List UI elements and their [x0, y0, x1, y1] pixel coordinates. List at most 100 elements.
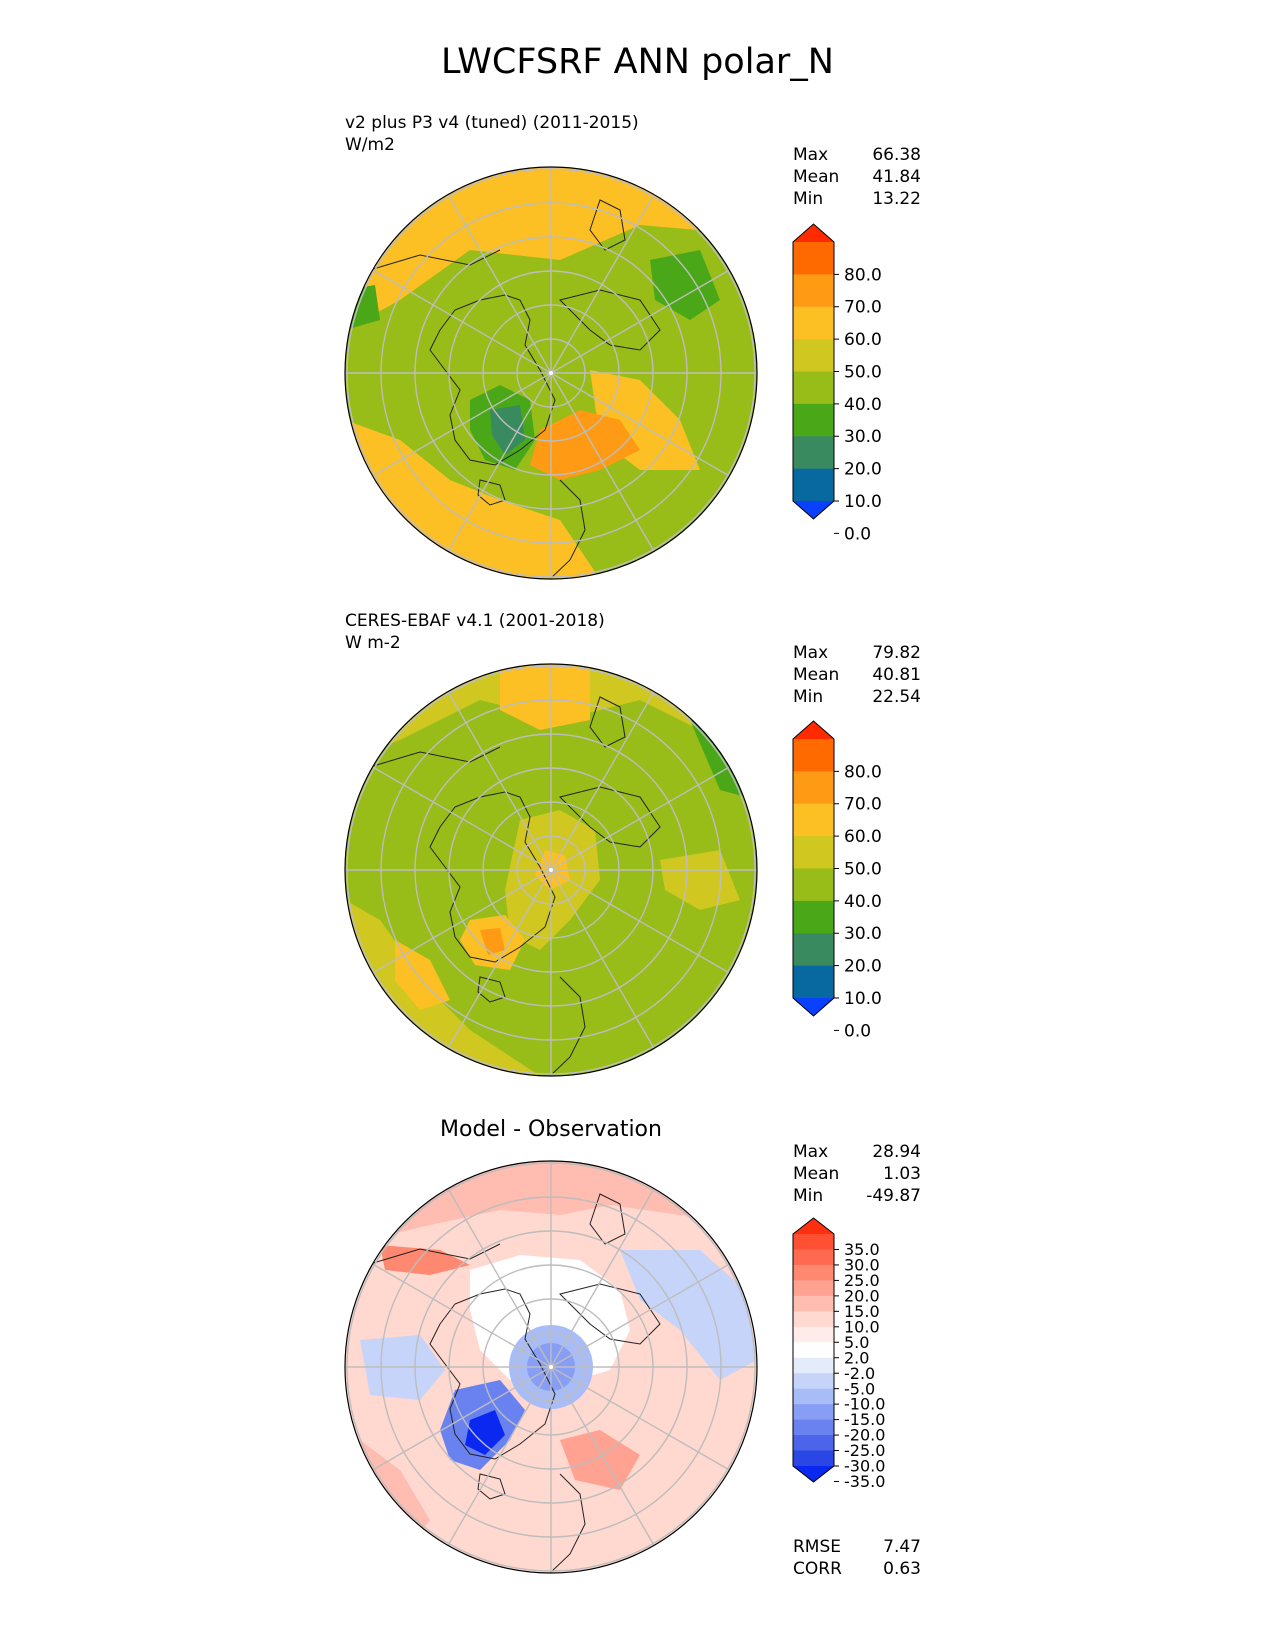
panel-3-rmse: RMSE 7.47 [793, 1537, 921, 1557]
panel-3-stat-mean: Mean 1.03 [793, 1164, 921, 1184]
map-1 [344, 166, 758, 580]
colorbar-3-tick-label: 30.0 [844, 1256, 880, 1275]
panel-2-stats: Max 79.82 Mean 40.81 Min 22.54 [793, 642, 921, 708]
colorbar-3-band [793, 1264, 834, 1281]
colorbar-1-tick-label: 20.0 [844, 460, 882, 480]
map-1-pole [549, 371, 553, 375]
colorbar-2-ext-bottom [793, 998, 834, 1016]
map-2-region-east [660, 850, 740, 910]
colorbar-3-tick-label: 35.0 [844, 1240, 880, 1259]
colorbar-3-band [793, 1404, 834, 1420]
map-3-pole [549, 1365, 553, 1369]
map-1-boundary [344, 166, 758, 580]
colorbar-3-tick-label: 5.0 [844, 1333, 869, 1352]
panel-2-stat-max: Max 79.82 [793, 643, 921, 663]
colorbar-3-band [793, 1435, 834, 1451]
colorbar-3-tick-label: -25.0 [844, 1441, 885, 1460]
map-3-region-north-red [380, 1245, 470, 1275]
colorbar-3-tick-label: 2.0 [844, 1348, 869, 1367]
colorbar-3-ext-bottom [793, 1466, 834, 1482]
colorbar-3-tick-label: -35.0 [844, 1472, 885, 1491]
panel-1-title: v2 plus P3 v4 (tuned) (2011-2015) [345, 113, 639, 133]
colorbar-1-band [793, 468, 834, 502]
colorbar-3-tick-label: -2.0 [844, 1364, 875, 1383]
colorbar-3-band [793, 1249, 834, 1266]
colorbar-2-tick-label: 80.0 [844, 762, 882, 782]
colorbar-1-tick-label: 30.0 [844, 427, 882, 447]
colorbar-1: 80.0 70.0 60.0 50.0 40.0 30.0 20.0 10.0 0.0 [792, 223, 882, 544]
map-2-pole [549, 868, 553, 872]
panel-1-units: W/m2 [345, 135, 395, 155]
colorbar-2-band [793, 965, 834, 999]
map-3 [344, 1160, 758, 1574]
colorbar-3-band [793, 1373, 834, 1390]
map-1-region-orange [530, 410, 640, 480]
colorbar-2-band [793, 933, 834, 967]
panel-3-stat-max: Max 28.94 [793, 1142, 921, 1162]
colorbar-3-band [793, 1388, 834, 1405]
panel-2-stat-mean: Mean 40.81 [793, 665, 921, 685]
panel-3-title: Model - Observation [440, 1117, 662, 1142]
colorbar-1-band [793, 371, 834, 405]
colorbar-1-tick-label: 0.0 [844, 524, 871, 544]
colorbar-3-tick-label: -10.0 [844, 1395, 885, 1414]
colorbar-2-tick-label: 30.0 [844, 924, 882, 944]
panel-1-stat-mean: Mean 41.84 [793, 167, 921, 187]
colorbar-3-band [793, 1280, 834, 1297]
map-2-region-north-yellow [500, 664, 590, 730]
colorbar-1-ext-bottom [793, 501, 834, 519]
colorbar-3-tick-label: -30.0 [844, 1457, 885, 1476]
colorbar-3-band [793, 1342, 834, 1359]
colorbar-1-band [793, 274, 834, 308]
colorbar-3-band [793, 1311, 834, 1328]
colorbar-3-tick-label: 20.0 [844, 1286, 880, 1305]
colorbar-3-ext-top [793, 1218, 834, 1234]
panel-3-stat-min: Min -49.87 [793, 1186, 921, 1206]
colorbar-2-band [793, 739, 834, 772]
colorbar-1-tick-label: 60.0 [844, 330, 882, 350]
colorbar-3-band [793, 1326, 834, 1343]
panel-3-metrics: RMSE 7.47 CORR 0.63 [793, 1536, 921, 1580]
colorbar-1-band [793, 403, 834, 437]
colorbar-3-band [793, 1419, 834, 1436]
map-3-region-greenland-core [465, 1410, 505, 1455]
colorbar-1-band [793, 339, 834, 372]
colorbar-3-band [793, 1450, 834, 1467]
colorbar-2-band [793, 868, 834, 902]
panel-2-units: W m-2 [345, 633, 401, 653]
colorbar-2-band [793, 771, 834, 805]
colorbar-1-tick-label: 10.0 [844, 492, 882, 512]
colorbar-3: 35.030.025.020.015.010.05.02.0-2.0-5.0-1… [792, 1217, 885, 1491]
panel-2-title-block: CERES-EBAF v4.1 (2001-2018) W m-2 [345, 610, 605, 654]
panel-1-stat-max: Max 66.38 [793, 145, 921, 165]
colorbar-1-band [793, 242, 834, 275]
colorbar-3-band [793, 1357, 834, 1374]
map-2-graticule [345, 664, 757, 1076]
colorbar-3-tick-label: -20.0 [844, 1426, 885, 1445]
panel-3-corr: CORR 0.63 [793, 1559, 921, 1579]
figure-title: LWCFSRF ANN polar_N [441, 42, 834, 82]
colorbar-2-tick-label: 40.0 [844, 892, 882, 912]
colorbar-2-tick-label: 70.0 [844, 795, 882, 815]
map-3-region-northeast-blue [620, 1250, 757, 1380]
colorbar-3-tick-label: 10.0 [844, 1317, 880, 1336]
colorbar-1-tick-label: 70.0 [844, 298, 882, 318]
colorbar-1-tick-label: 50.0 [844, 362, 882, 382]
panel-1-title-block: v2 plus P3 v4 (tuned) (2011-2015) W/m2 [345, 112, 639, 156]
colorbar-3-tick-label: -5.0 [844, 1379, 875, 1398]
panel-1-stat-min: Min 13.22 [793, 189, 921, 209]
colorbar-3-tick-label: -15.0 [844, 1410, 885, 1429]
panel-2-stat-min: Min 22.54 [793, 687, 921, 707]
colorbar-2: 80.0 70.0 60.0 50.0 40.0 30.0 20.0 10.0 0.0 [792, 720, 882, 1041]
colorbar-1-band [793, 436, 834, 470]
panel-2-title: CERES-EBAF v4.1 (2001-2018) [345, 611, 605, 631]
colorbar-1-ext-top [793, 224, 834, 242]
map-3-region-south-red [560, 1430, 640, 1490]
colorbar-3-tick-label: 15.0 [844, 1302, 880, 1321]
panel-3-stats: Max 28.94 Mean 1.03 Min -49.87 [793, 1141, 921, 1207]
colorbar-2-ext-top [793, 721, 834, 739]
colorbar-2-band [793, 836, 834, 869]
colorbar-1-tick-label: 40.0 [844, 395, 882, 415]
map-2 [344, 663, 758, 1077]
